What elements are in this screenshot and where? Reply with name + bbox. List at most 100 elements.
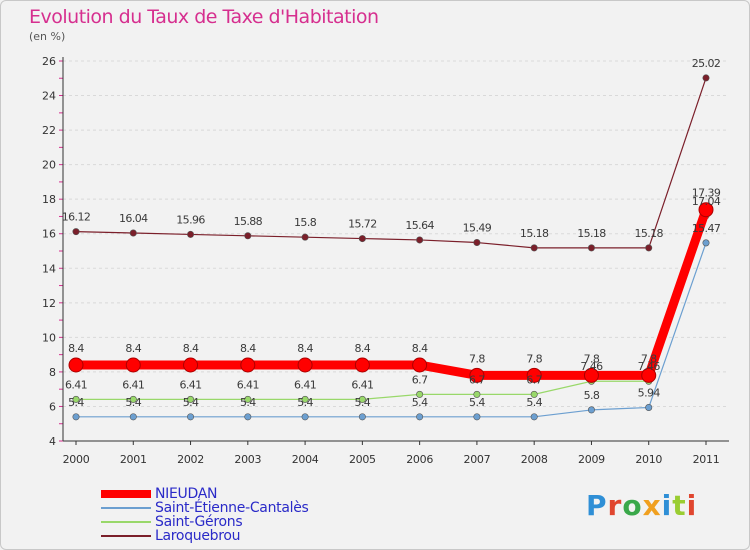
data-point [469,367,485,383]
data-point [702,239,710,247]
data-point [702,74,710,82]
data-label: 15.18 [520,227,549,240]
data-point [416,413,424,421]
logo-letter: P [586,489,608,522]
data-label: 5.4 [297,396,313,409]
data-label: 6.7 [469,373,485,386]
data-point [645,403,653,411]
data-label: 5.4 [68,396,84,409]
data-label: 8.4 [355,342,371,355]
data-label: 15.88 [234,215,263,228]
data-label: 15.18 [577,227,606,240]
logo-letter: o [622,489,643,522]
data-point [244,395,252,403]
data-point [530,413,538,421]
data-label: 5.4 [469,396,485,409]
x-tick-label: 2008 [521,453,548,466]
series-line [75,215,707,400]
y-tick-label: 26 [42,55,56,68]
data-label: 6.41 [122,378,144,391]
data-label: 15.47 [692,222,721,235]
data-point [416,236,424,244]
data-point [244,232,252,240]
data-point [416,390,424,398]
y-tick-label: 14 [42,262,56,275]
legend-label: Saint-Gérons [155,514,243,530]
legend-swatch [101,490,151,498]
x-tick-label: 2001 [120,453,147,466]
legend-label: Laroquebrou [155,528,241,544]
logo-letter: i [686,489,698,522]
legend-label: NIEUDAN [155,486,218,502]
data-point [526,367,542,383]
x-tick-label: 2010 [635,453,662,466]
data-label: 17.39 [692,187,721,200]
y-tick-label: 20 [42,159,56,172]
legend-label: Saint-Étienne-Cantalès [155,500,309,516]
data-point [129,395,137,403]
data-label: 16.04 [119,212,148,225]
y-tick-label: 12 [42,297,56,310]
legend-item: Laroquebrou [101,528,241,544]
data-label: 8.4 [183,342,199,355]
series-line [71,205,711,380]
data-point [297,357,313,373]
data-point [698,202,714,218]
data-point [183,357,199,373]
data-label: 6.41 [179,378,201,391]
x-tick-label: 2007 [464,453,491,466]
data-point [72,228,80,236]
legend-swatch [101,521,151,523]
data-point [587,406,595,414]
x-tick-label: 2005 [349,453,376,466]
data-label: 5.8 [584,389,600,402]
data-point [412,357,428,373]
data-point [187,395,195,403]
logo-letter: t [672,489,687,522]
data-label: 8.4 [412,342,428,355]
series-line [75,77,707,249]
data-label: 16.12 [62,211,91,224]
data-label: 7.8 [526,352,542,365]
data-label: 17.04 [692,195,721,208]
y-tick-label: 16 [42,228,56,241]
data-point [473,390,481,398]
x-tick-label: 2000 [63,453,90,466]
x-tick-label: 2006 [406,453,433,466]
data-point [129,413,137,421]
legend-item: Saint-Étienne-Cantalès [101,500,309,516]
data-point [587,244,595,252]
data-label: 5.4 [412,396,428,409]
data-point [358,235,366,243]
data-label: 8.4 [68,342,84,355]
data-label: 7.8 [469,352,485,365]
data-label: 15.18 [634,227,663,240]
x-tick-label: 2004 [292,453,319,466]
data-point [473,239,481,247]
data-point [645,244,653,252]
data-label: 7.8 [584,352,600,365]
y-tick-label: 6 [49,400,56,413]
data-point [301,413,309,421]
legend-swatch [101,535,151,537]
data-label: 6.7 [412,373,428,386]
chart-subtitle: (en %) [29,30,66,43]
y-tick-label: 18 [42,193,56,206]
data-label: 6.7 [526,373,542,386]
data-label: 7.46 [638,360,661,373]
data-point [583,367,599,383]
x-tick-label: 2002 [177,453,204,466]
legend-swatch [101,507,151,509]
data-label: 15.72 [348,218,377,231]
y-tick-label: 10 [42,331,56,344]
data-label: 6.41 [237,378,259,391]
logo-letter: r [607,489,623,522]
logo-letter: i [661,489,673,522]
data-label: 15.8 [294,216,317,229]
data-point [72,395,80,403]
data-point [240,357,256,373]
legend-item: Saint-Gérons [101,514,243,530]
data-point [530,390,538,398]
logo-letter: x [642,489,662,522]
